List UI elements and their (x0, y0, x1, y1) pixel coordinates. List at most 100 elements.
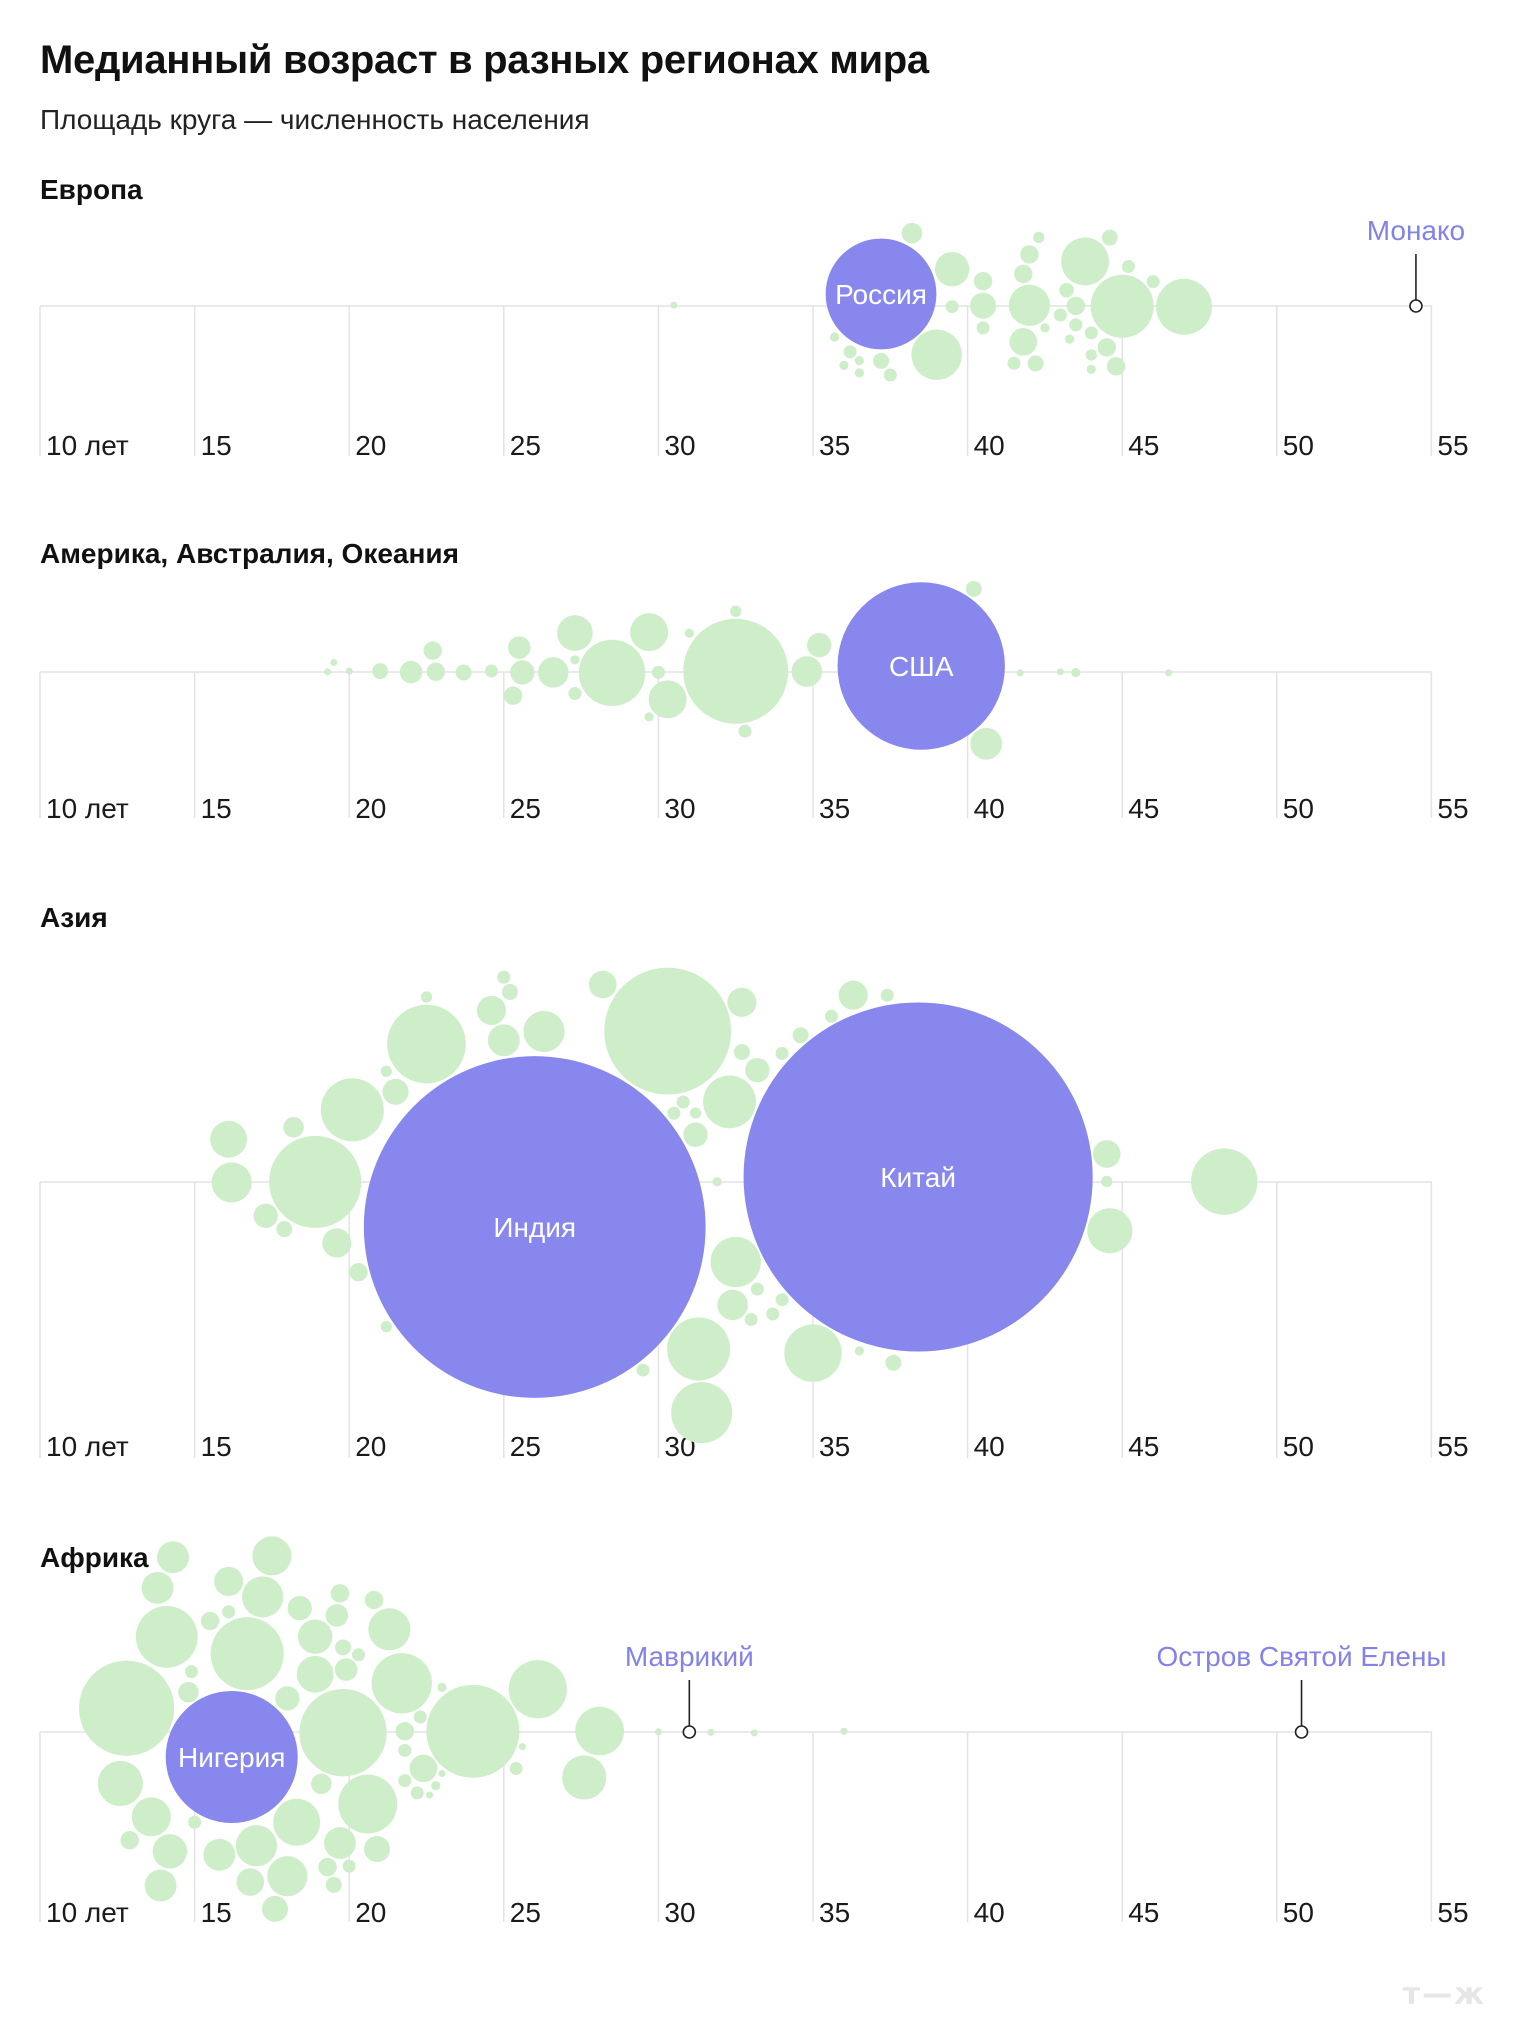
country-bubble (1065, 334, 1075, 344)
country-bubble (965, 580, 982, 597)
country-bubble (236, 1868, 265, 1896)
country-bubble (1066, 296, 1086, 316)
country-bubble (200, 1611, 220, 1631)
country-bubble (1061, 237, 1109, 286)
country-bubble (287, 1595, 312, 1621)
country-bubble (670, 301, 678, 309)
tick-label: 15 (201, 1431, 232, 1462)
country-bubble (423, 641, 442, 660)
country-bubble (830, 332, 840, 342)
country-bubble (502, 984, 518, 1000)
country-bubble (667, 1106, 681, 1120)
country-bubble (395, 1722, 415, 1741)
tick-label: 25 (510, 1431, 541, 1462)
tick-label: 55 (1437, 793, 1468, 824)
country-bubble (901, 222, 923, 244)
country-bubble (1156, 278, 1213, 335)
page-title: Медианный возраст в разных регионах мира (40, 38, 929, 82)
country-bubble (843, 345, 857, 359)
country-bubble (1092, 1140, 1121, 1168)
country-bubble (387, 1004, 466, 1084)
country-bubble (380, 1321, 392, 1333)
country-bubble (838, 980, 868, 1010)
country-bubble (311, 1773, 332, 1795)
tick-label: 35 (819, 1431, 850, 1462)
country-bubble (911, 329, 962, 380)
tick-label: 10 лет (46, 793, 129, 824)
country-bubble (683, 618, 789, 724)
country-bubble (523, 1010, 565, 1053)
country-bubble (267, 1856, 308, 1897)
country-bubble (410, 1786, 424, 1800)
country-bubble (318, 1857, 337, 1877)
region-label-americas: Америка, Австралия, Океания (40, 538, 459, 569)
country-bubble (507, 636, 531, 659)
tick-label: 35 (819, 793, 850, 824)
callout-label: Монако (1367, 215, 1465, 246)
highlight-label: Индия (493, 1212, 576, 1243)
country-bubble (1146, 275, 1160, 289)
country-bubble (707, 1728, 715, 1736)
tick-label: 20 (355, 1897, 386, 1928)
country-bubble (1087, 1208, 1133, 1254)
country-bubble (1084, 326, 1098, 340)
tick-label: 45 (1128, 430, 1159, 461)
country-bubble (455, 664, 472, 681)
country-bubble (970, 727, 1003, 760)
country-bubble (152, 1834, 188, 1869)
country-bubble (792, 1027, 809, 1044)
highlight-label: Россия (835, 279, 927, 310)
country-bubble (738, 724, 752, 738)
country-bubble (775, 1046, 789, 1060)
country-bubble (973, 271, 993, 291)
country-bubble (654, 1728, 662, 1736)
country-bubble (261, 1895, 289, 1922)
callout-marker (682, 1725, 697, 1739)
country-bubble (880, 988, 894, 1002)
country-bubble (323, 1827, 356, 1859)
country-bubble (727, 987, 757, 1017)
country-bubble (557, 615, 593, 651)
country-bubble (426, 1791, 434, 1799)
country-bubble (1097, 338, 1116, 357)
country-bubble (349, 1263, 368, 1282)
country-bubble (1121, 260, 1135, 274)
callout-marker (1409, 299, 1423, 313)
tick-label: 50 (1283, 793, 1314, 824)
tick-label: 40 (974, 1431, 1005, 1462)
country-bubble (364, 1835, 391, 1863)
country-bubble (364, 1590, 384, 1610)
country-bubble (839, 360, 849, 370)
country-bubble (252, 1536, 292, 1576)
country-bubble (676, 1095, 690, 1109)
country-bubble (671, 1382, 733, 1444)
country-bubble (296, 1655, 334, 1693)
country-bubble (775, 1293, 789, 1307)
country-bubble (97, 1760, 143, 1806)
country-bubble (135, 1605, 198, 1668)
country-bubble (371, 1653, 432, 1714)
country-bubble (431, 1781, 441, 1791)
country-bubble (398, 1774, 412, 1788)
country-bubble (1191, 1148, 1258, 1215)
country-bubble (242, 1576, 284, 1618)
country-bubble (78, 1660, 175, 1756)
tick-label: 35 (819, 1897, 850, 1928)
country-bubble (420, 991, 433, 1003)
country-bubble (273, 1798, 321, 1846)
country-bubble (1008, 284, 1051, 326)
tick-label: 45 (1128, 793, 1159, 824)
country-bubble (1101, 229, 1118, 246)
country-bubble (330, 658, 338, 666)
tick-label: 15 (201, 430, 232, 461)
country-bubble (538, 657, 569, 688)
tick-label: 45 (1128, 1897, 1159, 1928)
country-bubble (297, 1619, 333, 1654)
tick-label: 50 (1283, 1897, 1314, 1928)
country-bubble (766, 1307, 780, 1321)
country-bubble (712, 1177, 722, 1187)
tick-label: 40 (974, 1897, 1005, 1928)
publisher-logo: т—ж (1402, 1977, 1486, 2012)
country-bubble (342, 1859, 356, 1873)
tick-label: 20 (355, 793, 386, 824)
